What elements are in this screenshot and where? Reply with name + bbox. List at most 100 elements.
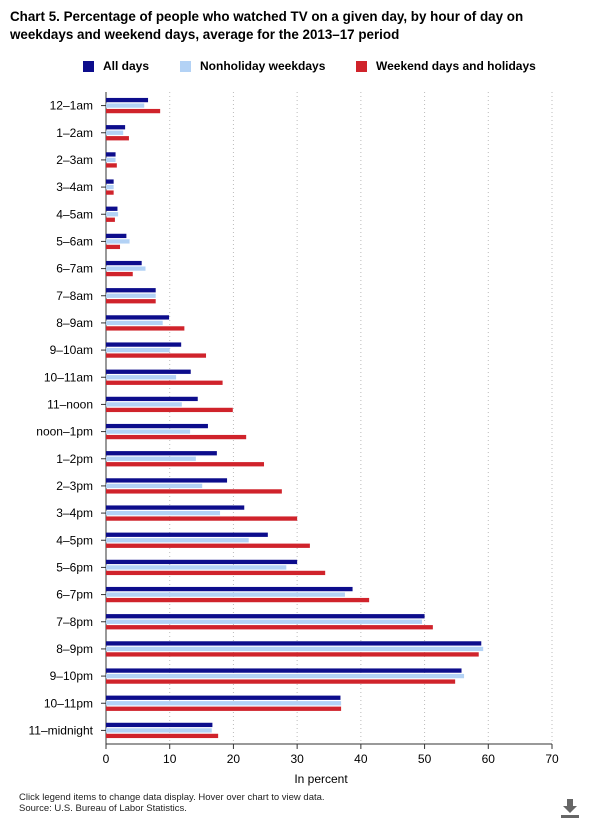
y-tick-label: 8–9pm: [56, 642, 93, 656]
bar-weekend-days-and-holidays: [106, 163, 117, 168]
y-tick-label: 5–6pm: [56, 560, 93, 574]
bar-all-days: [106, 97, 149, 103]
chart-instructions: Click legend items to change data displa…: [19, 792, 325, 803]
bar-all-days: [106, 179, 114, 184]
y-tick-label: 2–3pm: [56, 479, 93, 493]
bar-all-days: [106, 586, 353, 592]
y-tick-label: 3–4am: [56, 180, 93, 194]
chart-source: Source: U.S. Bureau of Labor Statistics.: [19, 803, 187, 814]
bar-nonholiday-weekdays: [106, 483, 203, 489]
chart-notes: Click legend items to change data displa…: [19, 792, 325, 814]
bar-nonholiday-weekdays: [106, 347, 170, 353]
legend: All days Nonholiday weekdays Weekend day…: [0, 59, 592, 75]
bar-weekend-days-and-holidays: [106, 407, 233, 413]
bar-weekend-days-and-holidays: [106, 136, 129, 141]
legend-swatch-nonholiday-weekdays: [180, 60, 191, 72]
bar-nonholiday-weekdays: [106, 184, 114, 190]
bar-all-days: [106, 641, 482, 646]
bar-all-days: [106, 668, 462, 673]
x-tick-label: 10: [163, 752, 177, 766]
y-tick-label: 10–11pm: [44, 696, 93, 710]
bar-nonholiday-weekdays: [106, 239, 130, 244]
bar-weekend-days-and-holidays: [106, 489, 282, 494]
bar-nonholiday-weekdays: [106, 212, 119, 217]
bar-nonholiday-weekdays: [106, 619, 423, 624]
bar-weekend-days-and-holidays: [106, 543, 310, 548]
bar-nonholiday-weekdays: [106, 266, 146, 271]
bar-nonholiday-weekdays: [106, 673, 465, 679]
bar-all-days: [106, 260, 142, 266]
y-tick-label: 5–6am: [56, 234, 93, 248]
bar-weekend-days-and-holidays: [106, 190, 114, 195]
bar-nonholiday-weekdays: [106, 538, 249, 543]
bar-nonholiday-weekdays: [106, 592, 345, 597]
bar-all-days: [106, 505, 245, 510]
bar-all-days: [106, 315, 170, 320]
bar-all-days: [106, 342, 182, 347]
y-tick-label: 1–2am: [56, 126, 93, 140]
bar-all-days: [106, 233, 127, 239]
bar-all-days: [106, 206, 118, 211]
bar-nonholiday-weekdays: [106, 429, 191, 434]
bar-weekend-days-and-holidays: [106, 706, 342, 711]
bar-all-days: [106, 369, 191, 374]
bar-nonholiday-weekdays: [106, 293, 156, 298]
bar-weekend-days-and-holidays: [106, 625, 433, 630]
y-tick-label: 8–9am: [56, 316, 93, 330]
legend-item-weekend-days-and-holidays[interactable]: Weekend days and holidays: [356, 59, 536, 73]
legend-swatch-weekend-days-and-holidays: [356, 60, 367, 72]
bar-all-days: [106, 451, 217, 456]
y-tick-label: 11–midnight: [29, 723, 94, 737]
y-tick-label: 4–5am: [56, 207, 93, 221]
bar-weekend-days-and-holidays: [106, 516, 298, 521]
x-tick-label: 50: [418, 752, 432, 766]
y-tick-label: 11–noon: [47, 397, 93, 411]
x-axis-label: In percent: [294, 772, 348, 786]
bar-all-days: [106, 695, 341, 700]
bar-weekend-days-and-holidays: [106, 679, 456, 684]
legend-swatch-all-days: [83, 60, 94, 72]
bar-nonholiday-weekdays: [106, 375, 177, 380]
bar-all-days: [106, 614, 425, 619]
legend-label-weekend-days-and-holidays: Weekend days and holidays: [376, 59, 536, 73]
bar-nonholiday-weekdays: [106, 510, 221, 516]
bar-all-days: [106, 423, 208, 429]
legend-label-nonholiday-weekdays: Nonholiday weekdays: [200, 59, 326, 73]
y-tick-label: 7–8pm: [56, 615, 93, 629]
bar-weekend-days-and-holidays: [106, 434, 247, 440]
bar-nonholiday-weekdays: [106, 130, 124, 135]
bar-weekend-days-and-holidays: [106, 570, 326, 576]
bar-nonholiday-weekdays: [106, 402, 182, 407]
y-tick-label: 1–2pm: [56, 452, 93, 466]
bar-weekend-days-and-holidays: [106, 326, 185, 331]
bar-all-days: [106, 532, 268, 537]
bar-all-days: [106, 478, 228, 483]
bar-chart[interactable]: 0 10 20 30 40 50 60 70 12–1am 1–2am 2–3am 3–4am 4–5a…: [0, 0, 592, 790]
y-tick-label: 7–8am: [56, 289, 93, 303]
bar-all-days: [106, 152, 116, 157]
bar-nonholiday-weekdays: [106, 728, 212, 733]
bar-all-days: [106, 288, 156, 293]
y-tick-label: 2–3am: [56, 153, 93, 167]
legend-item-nonholiday-weekdays[interactable]: Nonholiday weekdays: [180, 59, 325, 73]
y-tick-label: 12–1am: [50, 99, 93, 113]
bar-weekend-days-and-holidays: [106, 597, 370, 603]
bar-weekend-days-and-holidays: [106, 271, 133, 277]
download-icon[interactable]: [559, 797, 581, 819]
y-tick-label: 9–10am: [50, 343, 93, 357]
x-tick-label: 40: [354, 752, 368, 766]
x-tick-label: 60: [482, 752, 496, 766]
bar-nonholiday-weekdays: [106, 157, 116, 163]
bar-weekend-days-and-holidays: [106, 108, 161, 114]
bar-all-days: [106, 559, 298, 565]
x-tick-label: 20: [227, 752, 241, 766]
bar-nonholiday-weekdays: [106, 103, 145, 108]
bar-nonholiday-weekdays: [106, 565, 287, 570]
bar-nonholiday-weekdays: [106, 646, 484, 652]
legend-item-all-days[interactable]: All days: [83, 59, 149, 73]
y-tick-label: 6–7am: [56, 262, 93, 276]
bar-nonholiday-weekdays: [106, 701, 342, 706]
chart-title: Chart 5. Percentage of people who watche…: [10, 9, 524, 42]
y-tick-label: 3–4pm: [56, 506, 93, 520]
y-tick-label: 10–11am: [44, 370, 93, 384]
